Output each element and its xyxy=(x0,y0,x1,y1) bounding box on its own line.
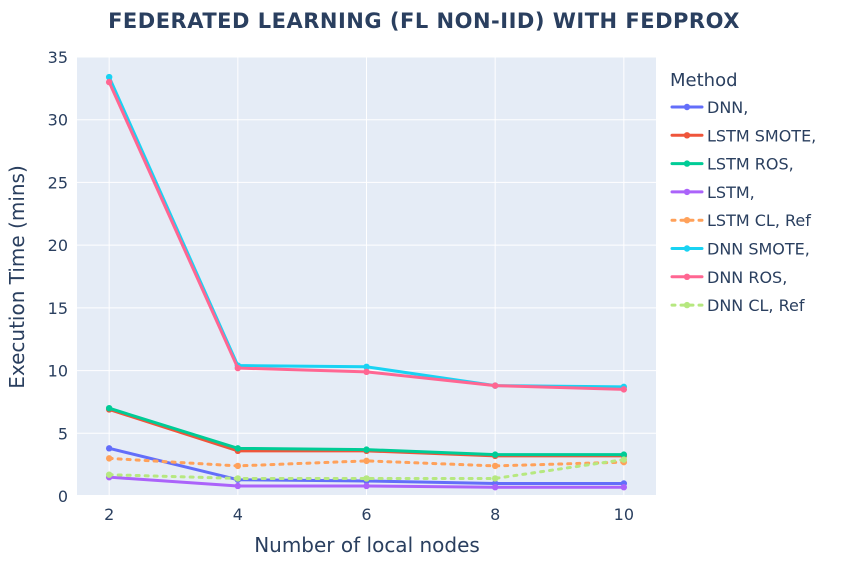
chart-title: FEDERATED LEARNING (FL NON-IID) WITH FED… xyxy=(108,9,740,33)
legend-item: LSTM, xyxy=(670,183,755,202)
legend-title: Method xyxy=(670,70,738,91)
legend-item: DNN SMOTE, xyxy=(670,240,810,259)
data-point xyxy=(620,386,628,393)
x-tick-label: 10 xyxy=(614,505,634,524)
legend-marker xyxy=(683,103,691,111)
legend-label: DNN SMOTE, xyxy=(707,240,810,259)
y-tick-label: 0 xyxy=(58,487,68,506)
data-point xyxy=(620,456,628,463)
legend-label: LSTM SMOTE, xyxy=(707,126,816,145)
legend-label: LSTM CL, Ref xyxy=(707,211,811,230)
data-point xyxy=(363,363,370,371)
legend-label: DNN, xyxy=(707,98,748,117)
legend-label: DNN ROS, xyxy=(707,268,787,287)
data-point xyxy=(363,482,370,490)
y-axis-ticks: 0 5 10 15 20 25 30 35 xyxy=(48,48,68,506)
y-tick-label: 30 xyxy=(48,111,68,130)
legend-marker xyxy=(683,160,691,167)
data-point xyxy=(234,475,242,482)
data-point xyxy=(105,445,113,452)
legend-item: DNN, xyxy=(670,98,748,117)
legend-marker xyxy=(683,132,691,139)
data-point xyxy=(491,462,499,470)
y-tick-label: 15 xyxy=(48,299,68,318)
y-tick-label: 35 xyxy=(48,48,68,67)
series xyxy=(105,456,628,482)
legend-marker xyxy=(683,301,691,309)
y-axis-title: Execution Time (mins) xyxy=(5,165,29,389)
series-layer xyxy=(105,73,628,491)
legend-marker xyxy=(683,273,691,280)
data-point xyxy=(363,368,370,376)
data-point xyxy=(491,382,499,389)
data-point xyxy=(491,475,499,482)
y-tick-label: 10 xyxy=(48,362,68,381)
x-axis-ticks: 2 4 6 8 10 xyxy=(104,505,634,524)
y-tick-label: 5 xyxy=(58,424,68,443)
data-point xyxy=(620,484,628,491)
data-point xyxy=(491,484,499,491)
legend-label: DNN CL, Ref xyxy=(707,296,805,315)
x-tick-label: 8 xyxy=(490,505,500,524)
x-axis-title: Number of local nodes xyxy=(254,533,480,557)
data-point xyxy=(234,364,242,372)
data-point xyxy=(363,446,370,453)
y-tick-label: 20 xyxy=(48,236,68,255)
x-tick-label: 4 xyxy=(233,505,243,524)
legend-marker xyxy=(683,217,691,224)
data-point xyxy=(234,445,242,452)
data-point xyxy=(234,462,242,470)
legend-label: LSTM, xyxy=(707,183,755,202)
data-point xyxy=(234,482,242,490)
legend-marker xyxy=(683,245,691,252)
series xyxy=(105,405,628,458)
data-point xyxy=(105,78,113,86)
gridlines xyxy=(77,56,656,497)
data-point xyxy=(105,73,113,81)
y-tick-label: 25 xyxy=(48,173,68,192)
data-point xyxy=(105,405,113,412)
data-point xyxy=(620,451,628,458)
legend-item: LSTM SMOTE, xyxy=(670,126,816,145)
legend-item: LSTM CL, Ref xyxy=(670,211,811,230)
legend-marker xyxy=(683,188,691,196)
legend-item: DNN CL, Ref xyxy=(670,296,805,315)
x-tick-label: 6 xyxy=(361,505,371,524)
x-tick-label: 2 xyxy=(104,505,114,524)
data-point xyxy=(491,451,499,458)
legend-label: LSTM ROS, xyxy=(707,155,794,174)
legend-item: DNN ROS, xyxy=(670,268,787,287)
data-point xyxy=(363,475,370,482)
data-point xyxy=(105,471,113,478)
series xyxy=(105,78,628,393)
legend: Method DNN, LSTM SMOTE, LSTM ROS, LSTM, LSTM… xyxy=(670,70,816,315)
data-point xyxy=(363,457,370,465)
data-point xyxy=(105,455,113,462)
legend-item: LSTM ROS, xyxy=(670,155,794,174)
